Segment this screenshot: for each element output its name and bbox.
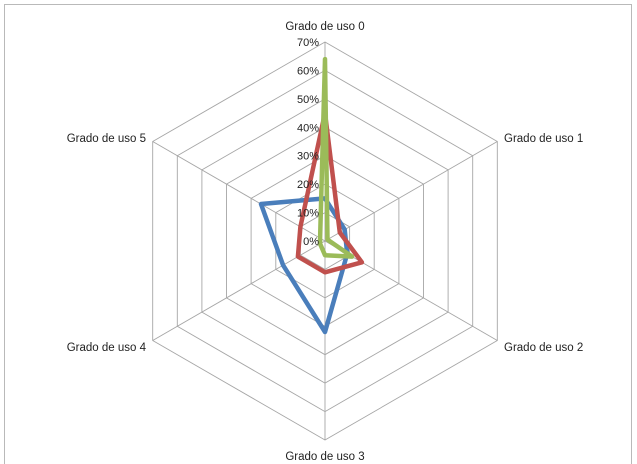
series-line-2 [295, 110, 365, 275]
spoke-1 [324, 141, 498, 242]
tick-label-6: 60% [297, 65, 319, 77]
category-label-0: Grado de uso 0 [285, 21, 364, 33]
category-label-3: Grado de uso 3 [285, 451, 364, 463]
category-label-2: Grado de uso 2 [504, 342, 583, 354]
tick-label-4: 40% [297, 122, 319, 134]
spoke-5 [152, 141, 326, 242]
tick-label-0: 0% [303, 236, 319, 248]
series-line-3 [317, 56, 355, 259]
tick-label-1: 10% [297, 208, 319, 220]
tick-label-3: 30% [297, 151, 319, 163]
category-label-4: Grado de uso 4 [67, 342, 147, 354]
category-label-1: Grado de uso 1 [504, 133, 583, 145]
series-line-1 [258, 196, 350, 335]
tick-label-2: 20% [297, 179, 319, 191]
radar-series [258, 56, 365, 335]
category-label-5: Grado de uso 5 [67, 133, 146, 145]
radar-tick-labels: 0% 10% 20% 30% 40% 50% 60% 70% [297, 37, 319, 248]
tick-label-5: 50% [297, 94, 319, 106]
tick-label-7: 70% [297, 37, 319, 49]
radar-labels: Grado de uso 0 Grado de uso 1 Grado de u… [67, 21, 584, 463]
